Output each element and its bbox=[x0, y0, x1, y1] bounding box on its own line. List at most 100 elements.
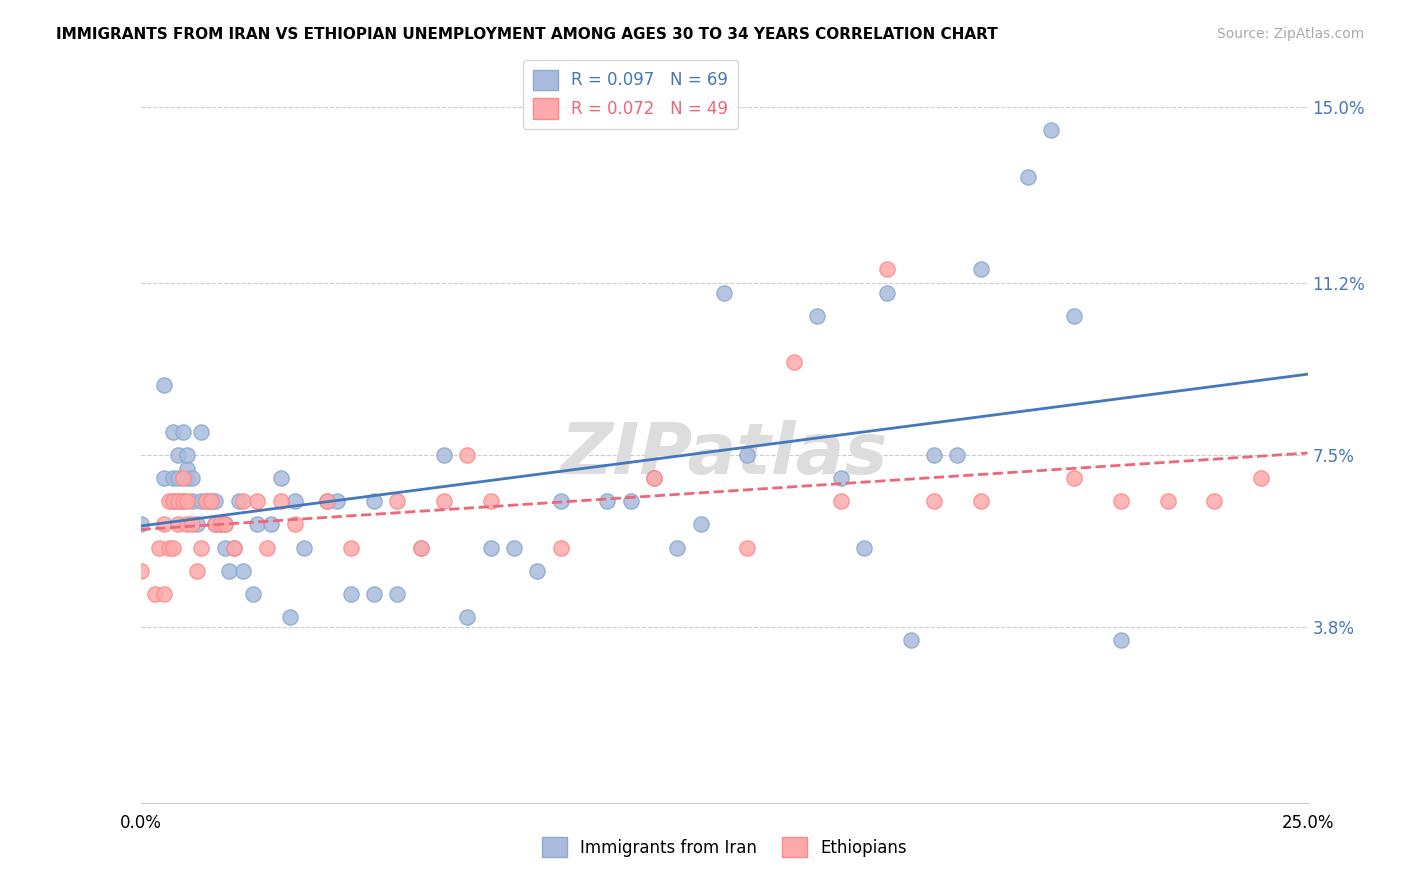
Point bbox=[143, 587, 166, 601]
Point bbox=[946, 448, 969, 462]
Point bbox=[157, 494, 180, 508]
Point bbox=[260, 517, 283, 532]
Point bbox=[176, 517, 198, 532]
Point bbox=[172, 494, 194, 508]
Point bbox=[176, 448, 198, 462]
Point bbox=[433, 448, 456, 462]
Point bbox=[162, 494, 184, 508]
Point bbox=[689, 517, 711, 532]
Point bbox=[387, 494, 409, 508]
Point bbox=[278, 610, 301, 624]
Point bbox=[181, 471, 204, 485]
Point bbox=[970, 262, 993, 277]
Point bbox=[204, 494, 226, 508]
Point bbox=[153, 587, 176, 601]
Point bbox=[200, 494, 222, 508]
Point bbox=[284, 494, 307, 508]
Point bbox=[246, 494, 269, 508]
Point bbox=[783, 355, 806, 369]
Point bbox=[1039, 123, 1062, 137]
Point bbox=[363, 587, 385, 601]
Point bbox=[129, 517, 152, 532]
Point bbox=[256, 541, 278, 555]
Point bbox=[246, 517, 269, 532]
Point bbox=[620, 494, 643, 508]
Point bbox=[167, 494, 190, 508]
Point bbox=[129, 564, 152, 578]
Point bbox=[1109, 633, 1132, 648]
Point bbox=[153, 517, 176, 532]
Point bbox=[172, 425, 194, 439]
Point bbox=[270, 494, 292, 508]
Point bbox=[167, 494, 190, 508]
Point bbox=[1109, 494, 1132, 508]
Point bbox=[232, 564, 254, 578]
Point bbox=[363, 494, 385, 508]
Point bbox=[433, 494, 456, 508]
Point bbox=[643, 471, 665, 485]
Point bbox=[176, 494, 198, 508]
Point bbox=[339, 541, 361, 555]
Point bbox=[214, 541, 236, 555]
Point bbox=[176, 471, 198, 485]
Point bbox=[1250, 471, 1272, 485]
Point bbox=[153, 378, 176, 392]
Point bbox=[1204, 494, 1226, 508]
Point bbox=[456, 610, 478, 624]
Point bbox=[214, 517, 236, 532]
Text: ZIPatlas: ZIPatlas bbox=[561, 420, 887, 490]
Point bbox=[194, 494, 217, 508]
Point bbox=[666, 541, 689, 555]
Point bbox=[190, 541, 212, 555]
Point bbox=[208, 517, 231, 532]
Point bbox=[876, 262, 898, 277]
Point bbox=[222, 541, 245, 555]
Point bbox=[162, 494, 184, 508]
Point bbox=[339, 587, 361, 601]
Point bbox=[167, 471, 190, 485]
Point bbox=[806, 309, 828, 323]
Point bbox=[270, 471, 292, 485]
Point bbox=[1063, 471, 1085, 485]
Text: Source: ZipAtlas.com: Source: ZipAtlas.com bbox=[1216, 27, 1364, 41]
Point bbox=[409, 541, 432, 555]
Point bbox=[479, 494, 502, 508]
Point bbox=[526, 564, 548, 578]
Point bbox=[200, 494, 222, 508]
Point bbox=[503, 541, 526, 555]
Point bbox=[172, 494, 194, 508]
Point bbox=[204, 517, 226, 532]
Point bbox=[1156, 494, 1178, 508]
Point bbox=[162, 541, 184, 555]
Point bbox=[176, 462, 198, 476]
Point bbox=[922, 448, 945, 462]
Point bbox=[550, 541, 572, 555]
Point bbox=[208, 517, 231, 532]
Point bbox=[292, 541, 315, 555]
Point bbox=[181, 517, 204, 532]
Point bbox=[713, 285, 735, 300]
Point bbox=[194, 494, 217, 508]
Point bbox=[228, 494, 250, 508]
Point bbox=[900, 633, 922, 648]
Point bbox=[970, 494, 993, 508]
Point bbox=[162, 425, 184, 439]
Legend: Immigrants from Iran, Ethiopians: Immigrants from Iran, Ethiopians bbox=[534, 830, 914, 864]
Point bbox=[157, 541, 180, 555]
Point bbox=[456, 448, 478, 462]
Point bbox=[222, 541, 245, 555]
Point bbox=[153, 471, 176, 485]
Point bbox=[550, 494, 572, 508]
Point bbox=[181, 494, 204, 508]
Point bbox=[1017, 169, 1039, 184]
Point bbox=[479, 541, 502, 555]
Point bbox=[830, 494, 852, 508]
Point bbox=[387, 587, 409, 601]
Point bbox=[1063, 309, 1085, 323]
Point bbox=[204, 517, 226, 532]
Point bbox=[190, 425, 212, 439]
Point bbox=[922, 494, 945, 508]
Point bbox=[167, 448, 190, 462]
Point bbox=[284, 517, 307, 532]
Text: IMMIGRANTS FROM IRAN VS ETHIOPIAN UNEMPLOYMENT AMONG AGES 30 TO 34 YEARS CORRELA: IMMIGRANTS FROM IRAN VS ETHIOPIAN UNEMPL… bbox=[56, 27, 998, 42]
